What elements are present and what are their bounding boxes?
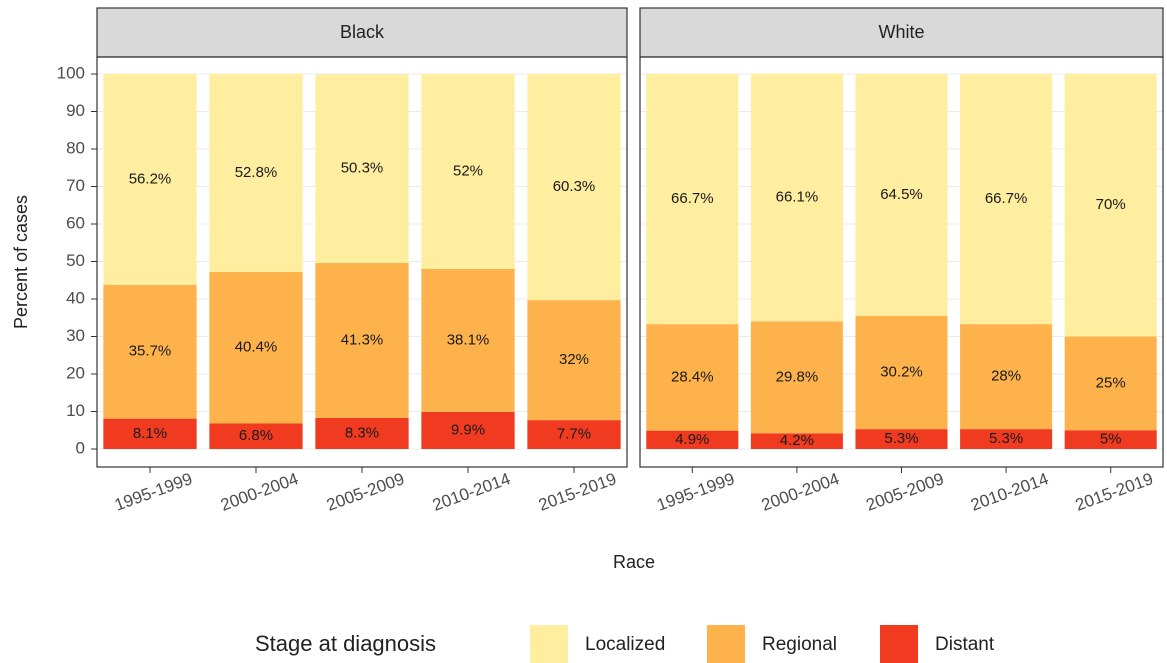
- bar-segment: [646, 74, 739, 325]
- value-label: 64.5%: [880, 186, 923, 203]
- bar-segment: [855, 74, 948, 316]
- value-label: 4.2%: [780, 432, 814, 449]
- value-label: 28.4%: [671, 368, 714, 385]
- bar-segment: [1064, 336, 1157, 431]
- bar-segment: [421, 411, 515, 449]
- y-tick-label: 100: [57, 63, 85, 82]
- value-label: 4.9%: [675, 431, 709, 448]
- value-label: 40.4%: [235, 339, 278, 356]
- value-label: 5.3%: [884, 430, 918, 447]
- x-tick-label: 1995-1999: [654, 469, 737, 515]
- y-tick-label: 40: [66, 288, 85, 307]
- x-tick-label: 2010-2014: [430, 469, 513, 515]
- bar-segment: [103, 418, 197, 449]
- value-label: 8.3%: [345, 424, 379, 441]
- bar-segment: [527, 300, 621, 421]
- bar-segment: [855, 315, 948, 430]
- bar-segment: [209, 272, 303, 424]
- value-label: 66.1%: [776, 189, 819, 206]
- x-tick-label: 2015-2019: [536, 469, 619, 515]
- x-tick-label: 2005-2009: [863, 469, 946, 515]
- y-tick-label: 80: [66, 138, 85, 157]
- legend-label: Localized: [585, 634, 665, 655]
- x-tick-label: 2000-2004: [218, 469, 301, 515]
- bar-segment: [646, 430, 739, 449]
- value-label: 28%: [991, 368, 1021, 385]
- legend-key: [880, 625, 918, 663]
- facet-strip: [639, 7, 1164, 58]
- bar-segment: [855, 429, 948, 449]
- facet-title: White: [878, 22, 924, 42]
- y-tick-label: 0: [76, 438, 85, 457]
- bar-segment: [103, 74, 197, 285]
- y-tick-label: 60: [66, 213, 85, 232]
- facet-title: Black: [340, 22, 385, 42]
- value-label: 32%: [559, 351, 589, 368]
- bar-segment: [750, 433, 843, 449]
- value-label: 66.7%: [985, 190, 1028, 207]
- value-label: 52%: [453, 162, 483, 179]
- y-axis-label: Percent of cases: [11, 195, 31, 329]
- value-label: 60.3%: [553, 178, 596, 195]
- value-label: 25%: [1096, 374, 1126, 391]
- x-tick-label: 2000-2004: [759, 469, 842, 515]
- bar-segment: [315, 263, 409, 418]
- value-label: 38.1%: [447, 331, 490, 348]
- bar-segment: [1064, 74, 1157, 337]
- bar-segment: [960, 74, 1053, 325]
- bar-segment: [527, 420, 621, 449]
- bar-segment: [646, 324, 739, 431]
- legend-label: Distant: [935, 634, 995, 655]
- value-label: 70%: [1096, 196, 1126, 213]
- legend-label: Regional: [762, 634, 837, 655]
- y-tick-label: 20: [66, 363, 85, 382]
- value-label: 8.1%: [133, 425, 167, 442]
- legend-title: Stage at diagnosis: [255, 631, 436, 656]
- y-tick-label: 10: [66, 401, 85, 420]
- value-label: 35.7%: [129, 343, 172, 360]
- value-label: 52.8%: [235, 164, 278, 181]
- bar-segment: [421, 74, 515, 269]
- legend-key: [530, 625, 568, 663]
- bar-segment: [1064, 430, 1157, 449]
- value-label: 41.3%: [341, 331, 384, 348]
- value-label: 50.3%: [341, 160, 384, 177]
- y-tick-label: 70: [66, 176, 85, 195]
- x-tick-label: 2005-2009: [324, 469, 407, 515]
- value-label: 29.8%: [776, 368, 819, 385]
- x-axis-label: Race: [613, 552, 655, 572]
- bar-segment: [750, 73, 843, 322]
- bar-segment: [421, 269, 515, 412]
- value-label: 66.7%: [671, 190, 714, 207]
- value-label: 9.9%: [451, 421, 485, 438]
- facet-strip: [96, 7, 628, 58]
- bar-segment: [960, 429, 1053, 449]
- bar-segment: [750, 321, 843, 434]
- value-label: 56.2%: [129, 170, 172, 187]
- bar-segment: [103, 284, 197, 419]
- value-label: 7.7%: [557, 426, 591, 443]
- bar-segment: [527, 74, 621, 301]
- x-tick-label: 2010-2014: [968, 469, 1051, 515]
- bar-segment: [315, 74, 409, 263]
- value-label: 5%: [1100, 431, 1122, 448]
- y-tick-label: 30: [66, 326, 85, 345]
- bar-segment: [315, 417, 409, 449]
- value-label: 5.3%: [989, 430, 1023, 447]
- value-label: 6.8%: [239, 427, 273, 444]
- bar-segment: [209, 423, 303, 449]
- y-tick-label: 50: [66, 251, 85, 270]
- bar-segment: [209, 74, 303, 272]
- value-label: 30.2%: [880, 363, 923, 380]
- bar-segment: [960, 324, 1053, 430]
- x-tick-label: 2015-2019: [1073, 469, 1156, 515]
- x-tick-label: 1995-1999: [112, 469, 195, 515]
- legend-key: [707, 625, 745, 663]
- y-tick-label: 90: [66, 101, 85, 120]
